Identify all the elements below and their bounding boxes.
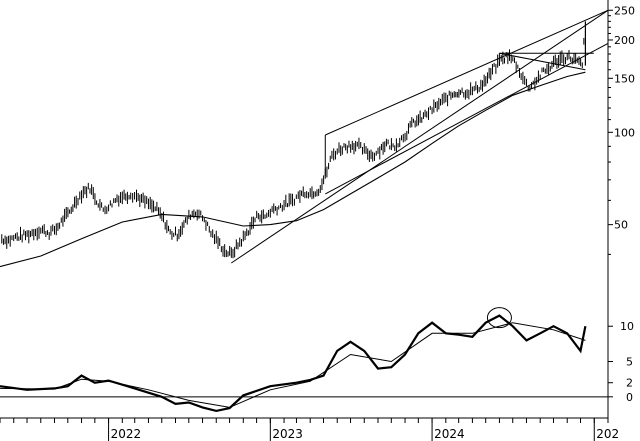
osc-tick-label: 5 bbox=[626, 356, 633, 369]
year-label: 202 bbox=[596, 427, 619, 441]
price-tick-label: 50 bbox=[614, 219, 628, 232]
osc-tick-label: 10 bbox=[620, 320, 634, 333]
trendline bbox=[325, 42, 609, 195]
trendline bbox=[231, 9, 609, 264]
price-tick-label: 200 bbox=[614, 34, 635, 47]
signal-line bbox=[0, 322, 586, 408]
price-tick-label: 150 bbox=[614, 72, 635, 85]
trendline bbox=[325, 9, 609, 136]
price-bars-layer bbox=[1, 21, 586, 259]
pattern-line bbox=[499, 52, 586, 71]
year-label: 2022 bbox=[111, 427, 142, 441]
annotation-layer bbox=[486, 307, 512, 329]
osc-tick-label: 2 bbox=[626, 377, 633, 390]
year-label: 2023 bbox=[272, 427, 303, 441]
price-tick-label: 250 bbox=[614, 4, 635, 17]
peak-circle-marker bbox=[486, 307, 512, 329]
price-tick-label: 100 bbox=[614, 126, 635, 139]
moving-average-line bbox=[0, 71, 586, 268]
osc-tick-label: 0 bbox=[626, 391, 633, 404]
lines-layer bbox=[0, 9, 609, 413]
year-label: 2024 bbox=[434, 427, 465, 441]
